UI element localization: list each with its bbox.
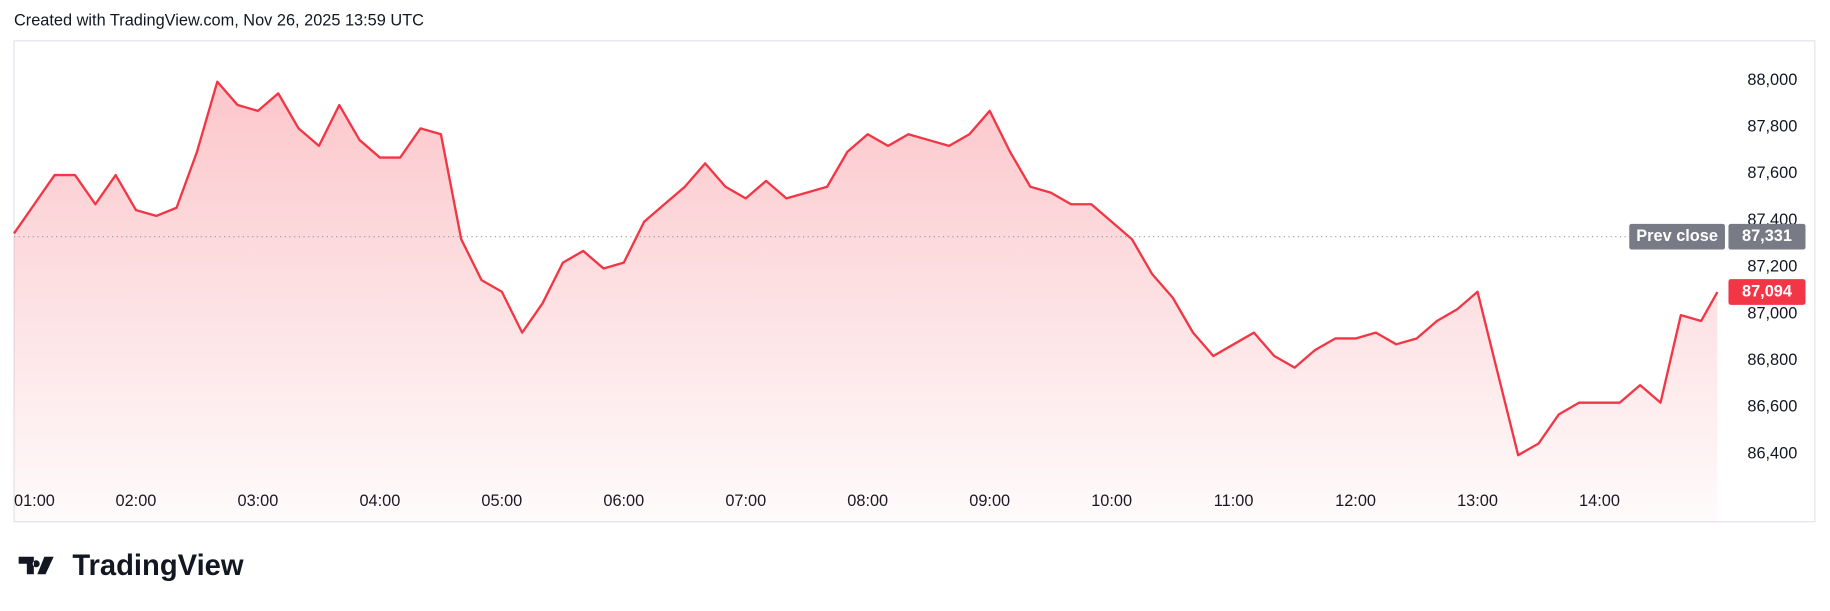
y-tick-label: 87,200 [1747, 258, 1797, 276]
y-tick-label: 86,600 [1747, 398, 1797, 416]
price-line [13, 80, 1719, 457]
logo-text: TradingView [72, 550, 244, 582]
prev-close-value-tag [1728, 223, 1806, 250]
y-tick-label: 88,000 [1747, 71, 1797, 89]
last-price-tag [1728, 279, 1806, 305]
y-tick-label: 87,600 [1747, 164, 1797, 182]
logo-icon [18, 556, 54, 575]
y-tick-label: 87,800 [1747, 118, 1797, 136]
last-price-label: 87,094 [1742, 282, 1792, 300]
logo: TradingView [18, 550, 244, 582]
prev-close-label: Prev close [1636, 227, 1718, 245]
prev-close-tag [1629, 223, 1725, 250]
prev-close-value: 87,331 [1742, 227, 1792, 245]
area-fill [14, 81, 1718, 522]
y-tick-label: 87,000 [1747, 304, 1797, 322]
y-tick-label: 86,400 [1747, 444, 1797, 462]
header: Created with TradingView.com, Nov 26, 20… [14, 11, 424, 29]
y-tick-label: 86,800 [1747, 351, 1797, 369]
